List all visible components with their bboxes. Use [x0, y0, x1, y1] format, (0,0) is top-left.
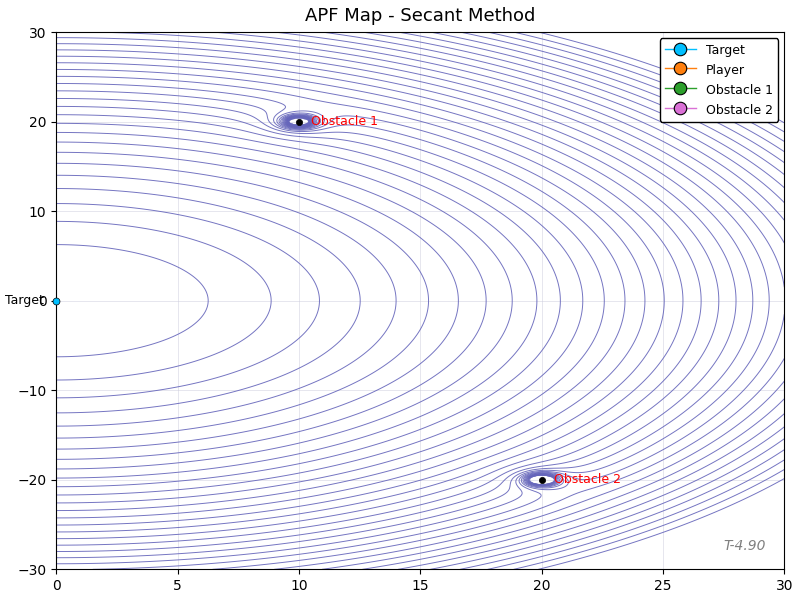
- Point: [50, 296, 62, 305]
- Text: Obstacle 2: Obstacle 2: [554, 473, 621, 486]
- Text: Obstacle 1: Obstacle 1: [311, 115, 378, 128]
- Title: APF Map - Secant Method: APF Map - Secant Method: [305, 7, 535, 25]
- Text: Target: Target: [5, 294, 44, 307]
- Legend: Target, Player, Obstacle 1, Obstacle 2: Target, Player, Obstacle 1, Obstacle 2: [660, 38, 778, 122]
- Point: [535, 475, 548, 485]
- Point: [293, 117, 306, 127]
- Text: T-4.90: T-4.90: [724, 539, 766, 553]
